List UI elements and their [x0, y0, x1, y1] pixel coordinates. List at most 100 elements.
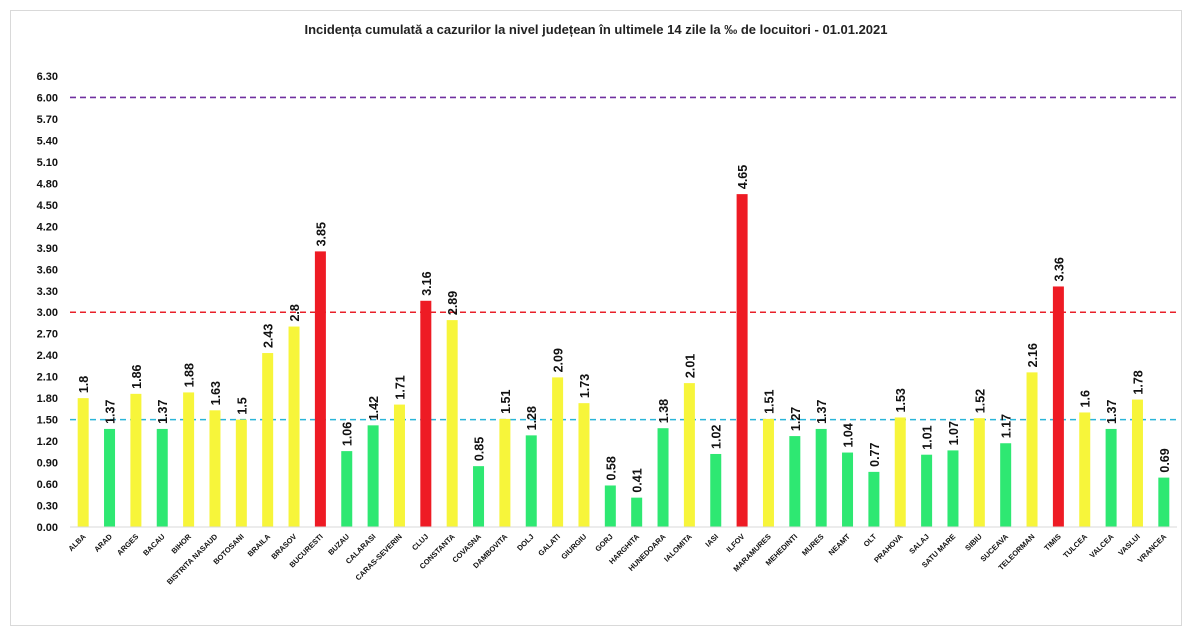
bar — [868, 471, 880, 527]
data-label: 1.71 — [393, 375, 407, 399]
threshold-lines — [70, 96, 1177, 421]
data-label: 3.85 — [314, 222, 328, 246]
bar — [947, 450, 959, 527]
data-label: 1.63 — [209, 381, 223, 405]
x-tick-label: TIMIS — [1042, 532, 1063, 553]
x-tick-label: ARGES — [115, 532, 140, 557]
y-tick-label: 3.30 — [37, 286, 58, 298]
bar — [367, 425, 379, 527]
x-tick-label: IALOMITA — [662, 532, 694, 564]
bars — [77, 194, 1170, 527]
x-tick-label: PRAHOVA — [872, 532, 905, 565]
data-label: 1.07 — [947, 421, 961, 445]
bar — [1052, 286, 1064, 527]
data-label: 1.51 — [499, 390, 513, 414]
data-label: 1.52 — [973, 389, 987, 413]
data-label: 1.73 — [578, 374, 592, 398]
bar — [1105, 428, 1117, 527]
y-tick-label: 2.70 — [37, 329, 58, 341]
data-label: 1.01 — [921, 425, 935, 449]
data-label: 0.69 — [1158, 448, 1172, 472]
y-tick-label: 5.10 — [37, 157, 58, 169]
data-label: 1.6 — [1079, 390, 1093, 407]
y-tick-label: 0.60 — [37, 479, 58, 491]
y-tick-label: 4.50 — [37, 200, 58, 212]
data-label: 0.41 — [631, 468, 645, 492]
x-tick-label: VRANCEA — [1136, 532, 1169, 565]
y-tick-label: 4.20 — [37, 221, 58, 233]
y-tick-label: 0.90 — [37, 458, 58, 470]
bar — [209, 410, 221, 527]
data-label: 1.17 — [1000, 414, 1014, 438]
y-tick-label: 0.00 — [37, 522, 58, 534]
x-tick-label: NEAMT — [827, 532, 853, 558]
x-tick-label: ILFOV — [725, 532, 747, 554]
data-label: 1.78 — [1131, 370, 1145, 394]
bar — [762, 418, 774, 527]
y-tick-label: 0.30 — [37, 501, 58, 513]
data-label: 1.8 — [77, 376, 91, 393]
x-tick-label: CLUJ — [410, 532, 430, 552]
y-tick-label: 1.80 — [37, 393, 58, 405]
data-label: 1.5 — [235, 397, 249, 414]
x-tick-label: VASLUI — [1116, 532, 1141, 557]
data-label: 3.36 — [1052, 257, 1066, 281]
data-label: 1.53 — [894, 388, 908, 412]
bar — [1026, 372, 1038, 527]
bar — [393, 404, 405, 527]
data-label: 2.43 — [262, 324, 276, 348]
y-tick-label: 6.00 — [37, 92, 58, 104]
x-tick-label: BUZAU — [326, 532, 351, 557]
data-label: 1.86 — [130, 364, 144, 388]
bar — [1158, 477, 1170, 527]
bar — [420, 300, 432, 527]
bar — [842, 452, 854, 527]
data-label: 1.38 — [657, 399, 671, 423]
x-tick-label: IASI — [703, 532, 720, 549]
x-tick-label: GIURGIU — [559, 532, 588, 561]
data-label: 1.27 — [789, 407, 803, 431]
x-tick-label: SIBIU — [963, 532, 984, 553]
y-tick-label: 3.00 — [37, 307, 58, 319]
bar — [183, 392, 195, 527]
bar — [77, 398, 89, 527]
bar — [104, 428, 116, 527]
data-label: 0.58 — [604, 456, 618, 480]
bar — [446, 320, 458, 527]
bar — [1131, 399, 1143, 527]
data-label: 1.42 — [367, 396, 381, 420]
x-tick-label: GALATI — [536, 532, 562, 558]
data-label: 1.37 — [104, 400, 118, 424]
data-label: 1.51 — [762, 390, 776, 414]
data-label: 1.37 — [156, 400, 170, 424]
bar — [1000, 443, 1012, 527]
data-label: 1.06 — [341, 422, 355, 446]
x-tick-label: ALBA — [66, 532, 88, 554]
bar — [815, 428, 827, 527]
x-tick-label: TULCEA — [1061, 532, 1089, 560]
bar — [578, 403, 590, 527]
x-tick-label: CARAS-SEVERIN — [354, 532, 404, 582]
y-tick-label: 1.50 — [37, 415, 58, 427]
bar — [631, 497, 643, 527]
bar — [789, 436, 801, 527]
bar — [525, 435, 537, 527]
y-tick-label: 5.70 — [37, 114, 58, 126]
x-tick-label: DOLJ — [515, 532, 536, 553]
bar — [710, 453, 722, 527]
chart-title: Incidența cumulată a cazurilor la nivel … — [304, 22, 888, 37]
data-label: 1.04 — [842, 423, 856, 447]
bar — [156, 428, 168, 527]
bar — [314, 251, 326, 527]
y-axis: 0.00 0.30 0.60 0.90 1.20 1.50 1.80 2.10 2.40 2.70… — [37, 71, 58, 534]
x-tick-label: OLT — [862, 532, 879, 549]
data-label: 1.02 — [710, 425, 724, 449]
data-label: 2.09 — [552, 348, 566, 372]
y-tick-label: 4.80 — [37, 178, 58, 190]
data-label: 2.16 — [1026, 343, 1040, 367]
data-label: 1.37 — [1105, 400, 1119, 424]
data-label: 1.28 — [525, 406, 539, 430]
data-label: 0.85 — [473, 437, 487, 461]
